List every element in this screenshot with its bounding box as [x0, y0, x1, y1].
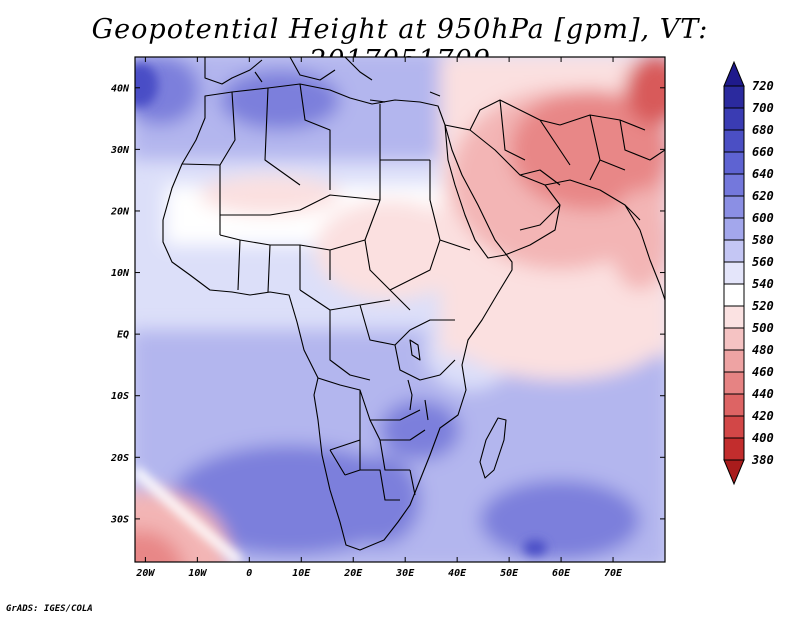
colorbar-label: 680	[752, 123, 774, 137]
field-sahara-pink	[200, 175, 340, 215]
colorbar-swatch	[723, 129, 745, 153]
lat-tick-label: 10S	[111, 391, 129, 402]
arabia-coastline	[444, 124, 561, 259]
colorbar-bottom-arrow	[723, 459, 745, 486]
colorbar-label: 480	[752, 343, 774, 357]
lat-tick-label: 40N	[111, 83, 130, 94]
colorbar-swatch	[723, 261, 745, 285]
field-sudan-pink	[315, 200, 465, 300]
persian-gulf-coast	[519, 169, 641, 221]
lon-tick-label: 0	[246, 568, 252, 579]
axis-labels: 20W 10W 0 10E 20E 30E 40E 50E 60E 70E 40N 30N 20N 10N…	[110, 83, 623, 579]
lat-tick-label: 20S	[110, 453, 129, 464]
lon-tick-label: 60E	[552, 568, 571, 579]
field-indian-core	[523, 540, 547, 556]
colorbar-label: 640	[752, 167, 774, 181]
europe-coastline	[204, 57, 373, 85]
lat-tick-label: 30S	[110, 514, 129, 525]
axis-ticks	[135, 57, 665, 562]
credit-text: GrADS: IGES/COLA	[6, 604, 93, 614]
colorbar-swatch	[723, 415, 745, 439]
colorbar-top-arrow	[723, 60, 745, 87]
colorbar-label: 500	[752, 321, 774, 335]
colorbar-swatch	[723, 437, 745, 461]
colorbar-label: 700	[752, 101, 774, 115]
africa-coastline	[162, 83, 513, 551]
colorbar-swatch	[723, 151, 745, 175]
lon-tick-label: 70E	[604, 568, 623, 579]
colorbar-swatch	[723, 217, 745, 241]
colorbar-label: 720	[752, 79, 774, 93]
colorbar-swatch	[723, 85, 745, 109]
sahel-borders	[219, 199, 471, 311]
field-himalaya-red	[625, 57, 665, 125]
field-mozambique-high	[380, 400, 460, 460]
mediterranean-islands	[254, 71, 441, 103]
colorbar-label: 580	[752, 233, 774, 247]
country-borders	[162, 57, 665, 551]
central-africa-borders	[299, 289, 456, 381]
field-southwest-low-core	[135, 530, 184, 562]
geopotential-field	[135, 57, 665, 562]
lon-tick-label: 40E	[448, 568, 467, 579]
colorbar-label: 460	[752, 365, 774, 379]
colorbar-swatch	[723, 305, 745, 329]
lon-tick-label: 10W	[188, 568, 207, 579]
field-atlantic-core	[135, 63, 158, 107]
north-africa-borders	[181, 83, 431, 235]
field-atlantic-high	[135, 57, 200, 125]
colorbar-label: 540	[752, 277, 774, 291]
colorbar-swatch	[723, 393, 745, 417]
field-south-africa-high	[340, 455, 420, 545]
plot-frame	[134, 56, 666, 563]
middle-east-borders	[469, 99, 665, 231]
lon-tick-label: 30E	[395, 568, 415, 579]
colorbar-swatch	[723, 173, 745, 197]
colorbar: 720 700 680 660 640 620 600 580 560 540 520 500 480 4…	[723, 60, 774, 486]
colorbar-label: 600	[752, 211, 774, 225]
east-african-lakes	[407, 339, 429, 421]
colorbar-label: 380	[751, 453, 774, 467]
lat-tick-label: EQ	[117, 330, 129, 341]
lat-tick-label: 30N	[110, 145, 130, 156]
lon-tick-label: 10E	[292, 568, 311, 579]
field-india-red	[610, 190, 665, 290]
field-mediterranean-blue	[220, 70, 340, 130]
colorbar-label: 560	[752, 255, 774, 269]
madagascar-coastline	[479, 417, 507, 479]
colorbar-swatch	[723, 239, 745, 263]
lon-tick-label: 50E	[500, 568, 519, 579]
lat-tick-label: 10N	[111, 268, 130, 279]
colorbar-label: 440	[752, 387, 774, 401]
lon-tick-label: 20W	[135, 568, 155, 579]
southern-africa-borders	[317, 377, 426, 501]
field-southwest-ring	[135, 466, 244, 562]
colorbar-swatch	[723, 371, 745, 395]
colorbar-swatch	[723, 349, 745, 373]
colorbar-label: 420	[752, 409, 774, 423]
colorbar-swatch	[723, 283, 745, 307]
colorbar-label: 660	[752, 145, 774, 159]
field-indian-ocean-high	[480, 480, 640, 560]
lat-tick-label: 20N	[110, 206, 130, 217]
field-iran-red	[510, 90, 665, 210]
colorbar-label: 620	[752, 189, 774, 203]
colorbar-label: 400	[752, 431, 774, 445]
colorbar-label: 520	[752, 299, 774, 313]
lon-tick-label: 20E	[343, 568, 363, 579]
colorbar-swatch	[723, 107, 745, 131]
india-coastline	[624, 204, 665, 301]
colorbar-swatch	[723, 327, 745, 351]
field-arabian-sea-pink	[450, 280, 665, 380]
colorbar-swatch	[723, 195, 745, 219]
